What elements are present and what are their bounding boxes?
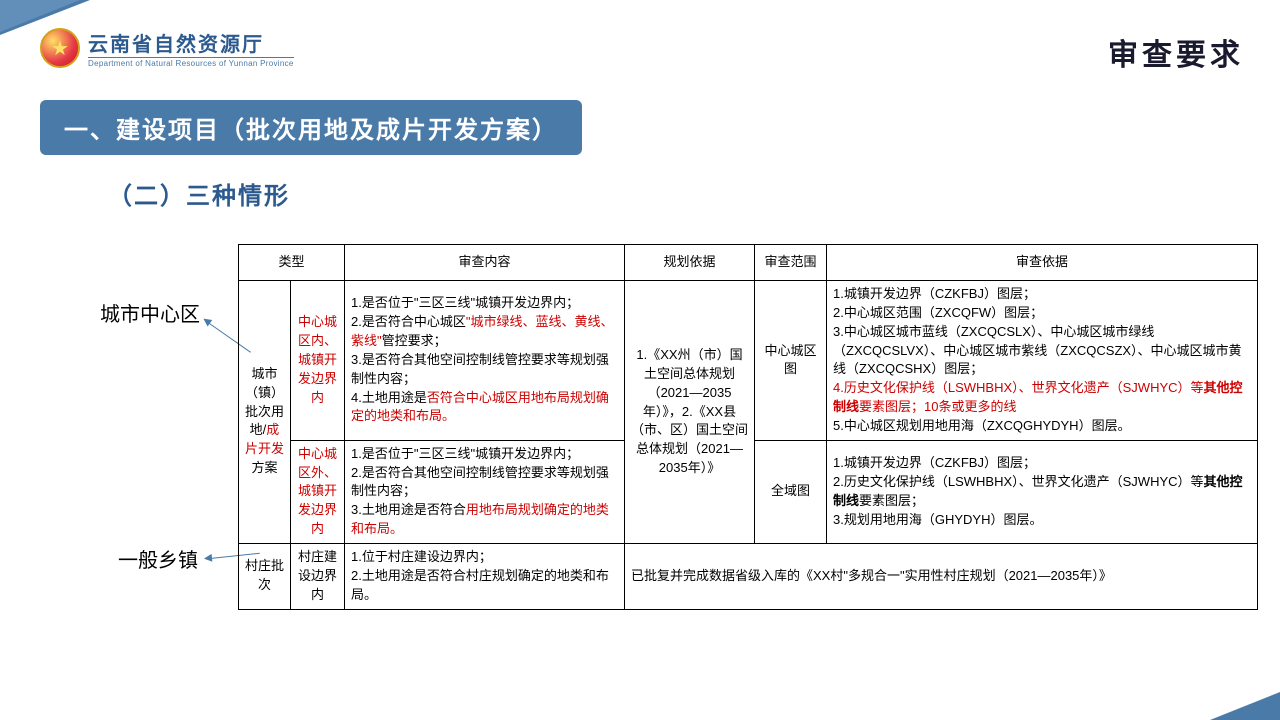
page-title: 审查要求 xyxy=(1108,30,1244,74)
cell-evidence-2: 1.城镇开发边界（CZKFBJ）图层； 2.历史文化保护线（LSWHBHX）、世… xyxy=(827,440,1258,543)
th-evidence: 审查依据 xyxy=(827,245,1258,281)
th-basis: 规划依据 xyxy=(625,245,755,281)
cell-content-3: 1.位于村庄建设边界内； 2.土地用途是否符合村庄规划确定的地类和布局。 xyxy=(345,543,625,609)
table-header-row: 类型 审查内容 规划依据 审查范围 审查依据 xyxy=(239,245,1258,281)
table-row: 城市（镇）批次用地/成片开发方案 中心城区内、城镇开发边界内 1.是否位于"三区… xyxy=(239,281,1258,441)
cell-subtype-1: 中心城区内、城镇开发边界内 xyxy=(291,281,345,441)
cell-content-2: 1.是否位于"三区三线"城镇开发边界内； 2.是否符合其他空间控制线管控要求等规… xyxy=(345,440,625,543)
annotation-township: 一般乡镇 xyxy=(118,544,198,573)
cell-content-1: 1.是否位于"三区三线"城镇开发边界内； 2.是否符合中心城区"城市绿线、蓝线、… xyxy=(345,281,625,441)
header: ★ 云南省自然资源厅 Department of Natural Resourc… xyxy=(40,28,294,68)
cell-type-group2: 村庄批次 xyxy=(239,543,291,609)
th-content: 审查内容 xyxy=(345,245,625,281)
subsection-title: （二）三种情形 xyxy=(108,176,290,211)
cell-scope-1: 中心城区图 xyxy=(755,281,827,441)
section-title: 一、建设项目（批次用地及成片开发方案） xyxy=(40,100,582,155)
department-name-en: Department of Natural Resources of Yunna… xyxy=(88,57,294,68)
cell-subtype-3: 村庄建设边界内 xyxy=(291,543,345,609)
table-row: 村庄批次 村庄建设边界内 1.位于村庄建设边界内； 2.土地用途是否符合村庄规划… xyxy=(239,543,1258,609)
main-table: 类型 审查内容 规划依据 审查范围 审查依据 城市（镇）批次用地/成片开发方案 … xyxy=(238,244,1258,610)
annotation-city-center: 城市中心区 xyxy=(100,298,200,327)
emblem-icon: ★ xyxy=(40,28,80,68)
th-scope: 审查范围 xyxy=(755,245,827,281)
th-type: 类型 xyxy=(239,245,345,281)
decorative-bottom-triangle xyxy=(1210,692,1280,720)
department-name-zh: 云南省自然资源厅 xyxy=(88,28,294,57)
cell-type-group1: 城市（镇）批次用地/成片开发方案 xyxy=(239,281,291,544)
cell-basis-evidence-3: 已批复并完成数据省级入库的《XX村"多规合一"实用性村庄规划（2021—2035… xyxy=(625,543,1258,609)
cell-basis-12: 1.《XX州（市）国土空间总体规划（2021—2035年）》，2.《XX县（市、… xyxy=(625,281,755,544)
cell-scope-2: 全域图 xyxy=(755,440,827,543)
cell-evidence-1: 1.城镇开发边界（CZKFBJ）图层； 2.中心城区范围（ZXCQFW）图层； … xyxy=(827,281,1258,441)
cell-subtype-2: 中心城区外、城镇开发边界内 xyxy=(291,440,345,543)
